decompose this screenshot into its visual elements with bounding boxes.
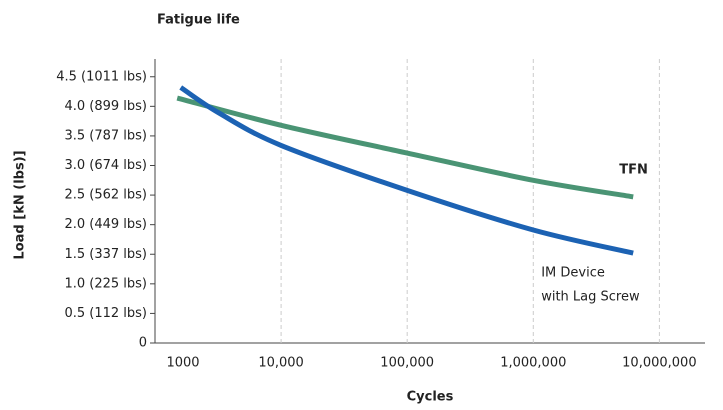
y-tick-label: 2.0 (449 lbs) <box>64 217 147 232</box>
y-tick-label: 1.5 (337 lbs) <box>64 247 147 262</box>
line-series <box>179 85 634 256</box>
y-tick-label: 2.5 (562 lbs) <box>64 188 147 203</box>
series-label: IM Device <box>541 266 605 281</box>
y-axis-label: Load [kN (lbs)] <box>13 150 28 259</box>
x-tick-label: 10,000 <box>258 356 304 371</box>
y-tick-label: 4.5 (1011 lbs) <box>56 69 147 84</box>
y-tick-label: 1.0 (225 lbs) <box>64 276 147 291</box>
y-tick-label: 0.5 (112 lbs) <box>64 306 147 321</box>
line-series <box>176 95 634 200</box>
series-label: TFN <box>619 162 648 177</box>
y-tick-label: 4.0 (899 lbs) <box>64 99 147 114</box>
y-tick-label: 0 <box>139 336 147 351</box>
y-tick-label: 3.0 (674 lbs) <box>64 158 147 173</box>
x-tick-label: 1,000,000 <box>500 356 566 371</box>
chart-title: Fatigue life <box>157 13 240 28</box>
y-tick-label: 3.5 (787 lbs) <box>64 128 147 143</box>
series-label: with Lag Screw <box>541 290 640 305</box>
x-tick-label: 10,000,000 <box>622 356 696 371</box>
x-tick-label: 100,000 <box>380 356 434 371</box>
x-axis-label: Cycles <box>407 390 454 405</box>
x-tick-label: 1000 <box>166 356 199 371</box>
